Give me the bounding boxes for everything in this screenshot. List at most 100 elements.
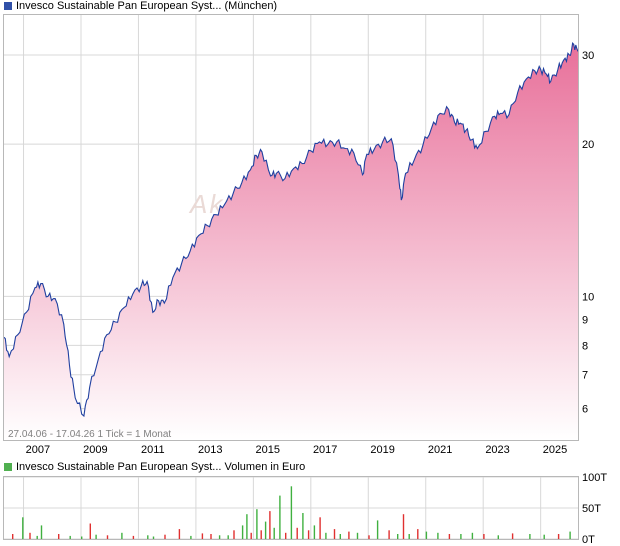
- price-legend-label: Invesco Sustainable Pan European Syst...…: [16, 0, 278, 12]
- price-x-tick-label: 2007: [26, 444, 50, 456]
- volume-bar: [319, 517, 321, 539]
- volume-bar: [269, 511, 271, 539]
- volume-bar: [29, 532, 31, 539]
- volume-legend-label: Invesco Sustainable Pan European Syst...…: [16, 461, 306, 473]
- volume-bar: [333, 529, 336, 539]
- volume-bar: [132, 535, 135, 539]
- volume-bar: [307, 530, 310, 539]
- price-y-tick-label: 20: [582, 139, 594, 151]
- price-x-tick-label: 2021: [428, 444, 452, 456]
- volume-bar: [69, 535, 71, 539]
- price-y-tick-label: 6: [582, 404, 588, 416]
- volume-bar: [296, 527, 298, 539]
- price-legend-swatch: [4, 2, 12, 10]
- volume-bar: [250, 532, 252, 539]
- volume-bar: [356, 532, 359, 539]
- volume-bar: [543, 534, 545, 539]
- volume-bar: [497, 535, 499, 539]
- volume-bar: [460, 534, 462, 539]
- price-line: [3, 42, 579, 418]
- volume-bar: [279, 495, 281, 539]
- volume-y-tick-label: 0T: [582, 534, 595, 546]
- volume-bar: [408, 534, 410, 539]
- volume-bar: [302, 513, 304, 539]
- price-area: [4, 43, 578, 440]
- volume-bar: [227, 535, 229, 539]
- volume-bar: [339, 534, 341, 539]
- volume-bar: [190, 535, 192, 539]
- volume-bar: [437, 532, 439, 539]
- volume-bar: [388, 530, 390, 539]
- volume-bar: [147, 535, 149, 539]
- price-x-tick-label: 2011: [141, 444, 165, 456]
- volume-bar: [425, 531, 428, 539]
- volume-bar: [285, 532, 287, 539]
- volume-bar: [402, 514, 405, 539]
- price-x-axis: 2007 2009 2011 2013 2015 2017 2019 2021 2023 2025: [26, 444, 568, 456]
- price-x-tick-label: 2019: [370, 444, 394, 456]
- volume-bars: [12, 486, 571, 539]
- volume-bar: [256, 509, 258, 539]
- price-x-tick-label: 2009: [83, 444, 107, 456]
- volume-bar: [557, 534, 560, 539]
- volume-grid: [4, 476, 578, 540]
- volume-bar: [290, 486, 293, 539]
- volume-bar: [348, 531, 350, 539]
- volume-bar: [260, 530, 262, 539]
- price-y-tick-label: 8: [582, 340, 588, 352]
- price-y-tick-label: 9: [582, 315, 588, 327]
- volume-bar: [12, 534, 14, 539]
- volume-bar: [106, 535, 109, 539]
- price-y-tick-label: 10: [582, 291, 594, 303]
- volume-bar: [152, 536, 155, 539]
- volume-y-tick-label: 50T: [582, 503, 601, 515]
- price-y-axis: 6 7 8 9 10 20 30: [582, 50, 594, 416]
- volume-bar: [368, 535, 370, 539]
- volume-plot-frame: [3, 476, 579, 540]
- volume-bar: [417, 529, 419, 539]
- volume-bar: [273, 527, 275, 539]
- volume-y-tick-label: 100T: [582, 472, 607, 484]
- volume-bar: [246, 514, 248, 539]
- volume-bar: [325, 532, 327, 539]
- volume-bar: [471, 532, 474, 539]
- range-info: 27.04.06 - 17.04.26 1 Tick = 1 Monat: [8, 429, 171, 440]
- volume-bar: [121, 532, 123, 539]
- volume-bar: [36, 535, 38, 539]
- volume-bar: [218, 535, 221, 539]
- volume-bar: [81, 536, 83, 539]
- volume-bar: [89, 523, 91, 539]
- volume-bar: [58, 534, 60, 539]
- price-y-tick-label: 30: [582, 50, 594, 62]
- price-legend: Invesco Sustainable Pan European Syst...…: [4, 0, 277, 12]
- price-plot-frame: [3, 14, 579, 441]
- price-x-tick-label: 2017: [313, 444, 337, 456]
- volume-bar: [569, 531, 571, 539]
- price-y-tick-label: 7: [582, 370, 588, 382]
- volume-bar: [448, 534, 451, 539]
- volume-bar: [40, 525, 43, 539]
- volume-bar: [264, 521, 267, 539]
- price-x-tick-label: 2013: [198, 444, 222, 456]
- volume-bar: [22, 517, 24, 539]
- volume-bar: [511, 533, 514, 539]
- price-x-tick-label: 2025: [543, 444, 567, 456]
- volume-bar: [241, 525, 244, 539]
- volume-bar: [210, 534, 212, 539]
- price-x-tick-label: 2023: [485, 444, 509, 456]
- volume-bar: [233, 530, 235, 539]
- volume-bar: [178, 529, 181, 539]
- volume-bar: [95, 534, 97, 539]
- volume-legend: Invesco Sustainable Pan European Syst...…: [4, 461, 305, 473]
- volume-bar: [313, 525, 316, 539]
- volume-bar: [201, 533, 204, 539]
- volume-bar: [529, 534, 531, 539]
- volume-bar: [483, 534, 485, 539]
- volume-bar: [397, 534, 399, 539]
- volume-bar: [164, 534, 166, 539]
- volume-bar: [376, 520, 379, 539]
- volume-y-axis: 100T 50T 0T: [582, 472, 607, 546]
- volume-legend-swatch: [4, 463, 12, 471]
- price-x-tick-label: 2015: [255, 444, 279, 456]
